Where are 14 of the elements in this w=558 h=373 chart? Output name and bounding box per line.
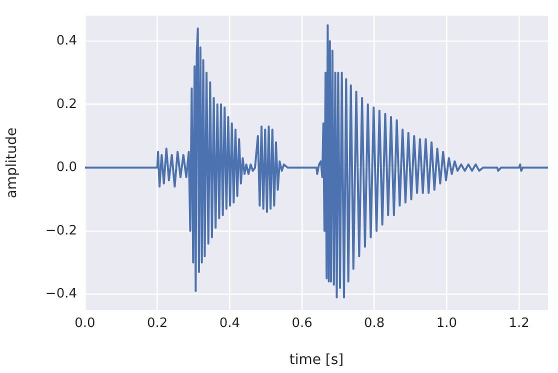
y-tick-label: −0.4 (45, 286, 77, 302)
y-tick-label: −0.2 (45, 223, 77, 238)
x-tick-label: 1.0 (436, 316, 458, 332)
x-tick-label: 0.8 (364, 316, 385, 332)
x-tick-label: 0.4 (219, 316, 240, 332)
x-tick-label: 0.0 (74, 316, 96, 332)
y-tick-label: 0.2 (56, 96, 77, 112)
y-axis-title: amplitude (4, 128, 20, 198)
y-tick-label: 0.4 (56, 33, 77, 48)
x-axis-title: time [s] (289, 352, 344, 368)
x-tick-label: 0.6 (292, 316, 312, 332)
x-tick-label: 1.2 (508, 316, 530, 332)
y-tick-label: 0.0 (56, 160, 77, 176)
x-tick-label: 0.2 (147, 316, 168, 332)
